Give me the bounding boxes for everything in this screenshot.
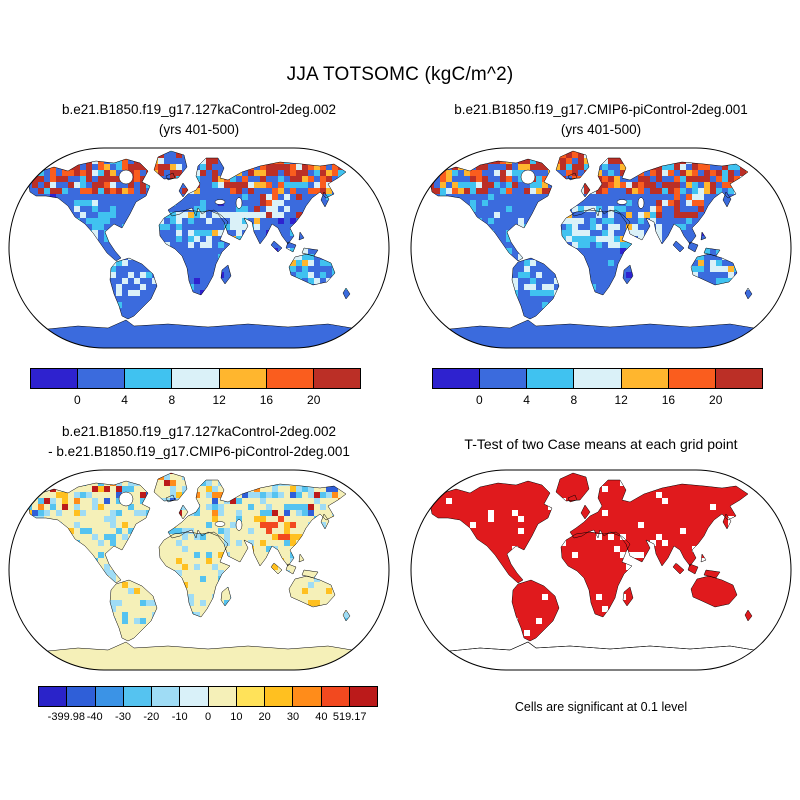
colorbar-segment	[527, 369, 575, 388]
colorbar-boxes	[38, 686, 378, 707]
colorbar-tick-label: 4	[121, 393, 128, 407]
colorbar-segment	[313, 369, 360, 388]
colorbar-segment	[208, 687, 237, 706]
colorbar-tick-label: -399.98	[47, 711, 85, 723]
colorbar-tick-label: 16	[259, 393, 274, 407]
colorbar-tick-label: -10	[171, 711, 188, 723]
colorbar-tick-label: 519.17	[332, 711, 367, 723]
colorbar-segment	[265, 687, 294, 706]
colorbar-tick-label: 20	[709, 393, 723, 407]
hudson-bay	[118, 169, 134, 185]
colorbar-segment	[152, 687, 181, 706]
panel-title-case2: b.e21.B1850.f19_g17.CMIP6-piControl-2deg…	[410, 100, 792, 140]
colorbar-tick-label: 30	[286, 711, 300, 723]
colorbar-tick-label: 16	[661, 393, 676, 407]
colorbar-segment	[480, 369, 528, 388]
caspian-sea	[235, 519, 243, 531]
panel-title-ttest: T-Test of two Case means at each grid po…	[464, 436, 738, 452]
colorbar-tick-label: 8	[168, 393, 176, 407]
colorbar-segment	[574, 369, 622, 388]
panel-title-case1: b.e21.B1850.f19_g17.127kaControl-2deg.00…	[8, 100, 390, 140]
colorbar-tick-label: 8	[570, 393, 578, 407]
colorbar-segment	[172, 369, 220, 388]
colorbar-segment	[236, 687, 265, 706]
diff-title-line2: - b.e21.B1850.f19_g17.CMIP6-piControl-2d…	[48, 444, 350, 459]
colorbar-tick-labels: -399.98 -40 -30 -20 -10 0 10 20 30 40 519.17	[38, 707, 378, 723]
colorbar-tick-label: 0	[73, 393, 81, 407]
colorbar-segment	[321, 687, 350, 706]
colorbar-case1: 0 4 8 12 16 20	[30, 368, 361, 407]
colorbar-tick-label: -40	[86, 711, 103, 723]
colorbar-segment	[349, 687, 377, 706]
colorbar-segment	[39, 687, 68, 706]
colorbar-tick-label: 10	[230, 711, 243, 723]
colorbar-segment	[293, 687, 322, 706]
colorbar-diff: -399.98 -40 -30 -20 -10 0 10 20 30 40 519.17	[38, 686, 378, 723]
colorbar-segment	[668, 369, 716, 388]
caspian-sea	[235, 197, 243, 209]
colorbar-tick-label: 4	[523, 393, 530, 407]
colorbar-tick-label: 20	[307, 393, 321, 407]
colorbar-boxes	[432, 368, 763, 389]
colorbar-tick-label: 0	[204, 711, 212, 723]
case2-title-line1: b.e21.B1850.f19_g17.CMIP6-piControl-2deg…	[454, 102, 748, 117]
colorbar-segment	[125, 369, 173, 388]
colorbar-segment	[715, 369, 762, 388]
map-case1	[8, 147, 390, 349]
colorbar-segment	[433, 369, 481, 388]
colorbar-segment	[31, 369, 79, 388]
black-sea	[214, 199, 226, 205]
caspian-sea	[637, 197, 645, 209]
case1-title-line1: b.e21.B1850.f19_g17.127kaControl-2deg.00…	[62, 102, 336, 117]
colorbar-tick-labels: 0 4 8 12 16 20	[30, 389, 361, 407]
colorbar-tick-label: -30	[115, 711, 131, 723]
colorbar-tick-label: 12	[614, 393, 628, 407]
colorbar-segment	[219, 369, 267, 388]
map-case2	[410, 147, 792, 349]
colorbar-tick-labels: 0 4 8 12 16 20	[432, 389, 763, 407]
hudson-bay	[520, 169, 536, 185]
colorbar-segment	[180, 687, 209, 706]
figure-title: JJA TOTSOMC (kgC/m^2)	[286, 64, 514, 85]
ttest-caption: Cells are significant at 0.1 level	[514, 700, 688, 714]
colorbar-segment	[78, 369, 126, 388]
panel-title-diff: b.e21.B1850.f19_g17.127kaControl-2deg.00…	[8, 422, 390, 462]
colorbar-tick-label: -20	[143, 711, 160, 723]
hudson-bay	[118, 491, 134, 507]
colorbar-tick-label: 0	[475, 393, 483, 407]
map-diff	[8, 469, 390, 671]
land-fill-ttest	[430, 473, 752, 641]
colorbar-segment	[621, 369, 669, 388]
colorbar-tick-label: 12	[212, 393, 226, 407]
colorbar-segment	[67, 687, 96, 706]
case1-title-line2: (yrs 401-500)	[158, 122, 240, 137]
colorbar-boxes	[30, 368, 361, 389]
diff-title-line1: b.e21.B1850.f19_g17.127kaControl-2deg.00…	[62, 424, 336, 439]
colorbar-tick-label: 40	[315, 711, 328, 723]
map-ttest	[410, 469, 792, 671]
colorbar-segment	[266, 369, 314, 388]
colorbar-case2: 0 4 8 12 16 20	[432, 368, 763, 407]
colorbar-segment	[123, 687, 152, 706]
black-sea	[214, 521, 226, 527]
black-sea	[616, 199, 628, 205]
case2-title-line2: (yrs 401-500)	[560, 122, 642, 137]
colorbar-tick-label: 20	[258, 711, 271, 723]
colorbar-segment	[95, 687, 124, 706]
